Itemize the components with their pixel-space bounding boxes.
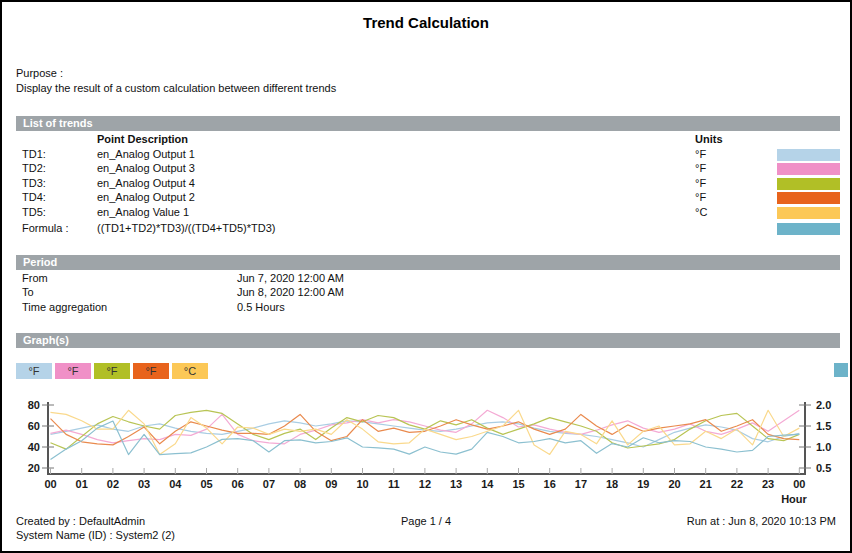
svg-text:Hour: Hour bbox=[781, 493, 807, 505]
trends-table-header: Point Description Units bbox=[2, 133, 852, 147]
svg-text:08: 08 bbox=[294, 478, 306, 490]
formula-label: Formula : bbox=[22, 222, 68, 234]
svg-text:16: 16 bbox=[544, 478, 556, 490]
trend-label: TD1: bbox=[22, 148, 46, 160]
formula-row: Formula : ((TD1+TD2)*TD3)/((TD4+TD5)*TD3… bbox=[2, 222, 852, 236]
system-name: System Name (ID) : System2 (2) bbox=[16, 528, 175, 542]
legend-item: °C bbox=[172, 363, 208, 379]
formula-expression: ((TD1+TD2)*TD3)/((TD4+TD5)*TD3) bbox=[97, 222, 275, 234]
period-value: Jun 7, 2020 12:00 AM bbox=[237, 272, 344, 284]
svg-text:05: 05 bbox=[200, 478, 212, 490]
svg-text:1.5: 1.5 bbox=[816, 420, 831, 432]
trend-color-swatch bbox=[777, 192, 840, 204]
legend-item: °F bbox=[94, 363, 130, 379]
trend-color-swatch bbox=[777, 149, 840, 161]
purpose-block: Purpose : Display the result of a custom… bbox=[16, 66, 336, 96]
svg-text:04: 04 bbox=[169, 478, 182, 490]
trend-row-td5: TD5: en_Analog Value 1 °C bbox=[2, 206, 852, 220]
trend-color-swatch bbox=[777, 163, 840, 175]
section-header-graphs: Graph(s) bbox=[16, 333, 840, 348]
period-value: 0.5 Hours bbox=[237, 301, 285, 313]
trend-description: en_Analog Output 2 bbox=[97, 191, 195, 203]
svg-text:21: 21 bbox=[700, 478, 712, 490]
period-row-from: From Jun 7, 2020 12:00 AM bbox=[2, 272, 852, 286]
period-label: To bbox=[22, 286, 34, 298]
run-at: Run at : Jun 8, 2020 10:13 PM bbox=[687, 515, 836, 527]
trend-row-td2: TD2: en_Analog Output 3 °F bbox=[2, 162, 852, 176]
svg-text:17: 17 bbox=[575, 478, 587, 490]
trend-units: °F bbox=[695, 148, 706, 160]
svg-text:19: 19 bbox=[637, 478, 649, 490]
formula-color-swatch bbox=[777, 223, 840, 235]
trend-units: °F bbox=[695, 177, 706, 189]
column-units: Units bbox=[695, 133, 723, 145]
purpose-text: Display the result of a custom calculati… bbox=[16, 81, 336, 96]
svg-text:15: 15 bbox=[512, 478, 524, 490]
svg-text:13: 13 bbox=[450, 478, 462, 490]
svg-text:20: 20 bbox=[28, 462, 40, 474]
svg-text:2.0: 2.0 bbox=[816, 399, 831, 411]
svg-text:22: 22 bbox=[731, 478, 743, 490]
period-label: Time aggregation bbox=[22, 301, 107, 313]
trend-color-swatch bbox=[777, 178, 840, 190]
chart-legend: °F °F °F °F °C bbox=[16, 363, 211, 379]
svg-text:18: 18 bbox=[606, 478, 618, 490]
formula-legend-swatch bbox=[834, 363, 848, 377]
trend-description: en_Analog Output 1 bbox=[97, 148, 195, 160]
svg-text:07: 07 bbox=[263, 478, 275, 490]
trend-description: en_Analog Output 4 bbox=[97, 177, 195, 189]
svg-text:23: 23 bbox=[762, 478, 774, 490]
svg-text:01: 01 bbox=[76, 478, 88, 490]
trend-units: °C bbox=[695, 206, 707, 218]
trend-color-swatch bbox=[777, 207, 840, 219]
trend-line-chart: 80 60 40 20 2.0 1.5 1.0 0.5 00 01 02 03 04 05 06 07 08 09… bbox=[16, 396, 840, 514]
svg-text:03: 03 bbox=[138, 478, 150, 490]
trend-label: TD5: bbox=[22, 206, 46, 218]
period-row-aggregation: Time aggregation 0.5 Hours bbox=[2, 301, 852, 315]
trend-label: TD3: bbox=[22, 177, 46, 189]
section-header-period: Period bbox=[16, 255, 840, 270]
svg-text:09: 09 bbox=[325, 478, 337, 490]
svg-text:60: 60 bbox=[28, 420, 40, 432]
svg-text:20: 20 bbox=[668, 478, 680, 490]
svg-text:00: 00 bbox=[44, 478, 56, 490]
svg-text:10: 10 bbox=[356, 478, 368, 490]
svg-text:0.5: 0.5 bbox=[816, 462, 831, 474]
column-point-description: Point Description bbox=[97, 133, 188, 145]
section-header-list-of-trends: List of trends bbox=[16, 116, 840, 131]
svg-text:80: 80 bbox=[28, 399, 40, 411]
svg-text:11: 11 bbox=[388, 478, 400, 490]
svg-text:1.0: 1.0 bbox=[816, 441, 831, 453]
legend-item: °F bbox=[16, 363, 52, 379]
trend-label: TD4: bbox=[22, 191, 46, 203]
legend-item: °F bbox=[55, 363, 91, 379]
trend-description: en_Analog Value 1 bbox=[97, 206, 189, 218]
svg-text:02: 02 bbox=[107, 478, 119, 490]
trend-units: °F bbox=[695, 162, 706, 174]
trend-description: en_Analog Output 3 bbox=[97, 162, 195, 174]
trend-label: TD2: bbox=[22, 162, 46, 174]
svg-text:14: 14 bbox=[481, 478, 494, 490]
svg-text:12: 12 bbox=[419, 478, 431, 490]
period-label: From bbox=[22, 272, 48, 284]
svg-text:40: 40 bbox=[28, 441, 40, 453]
period-value: Jun 8, 2020 12:00 AM bbox=[237, 286, 344, 298]
trend-units: °F bbox=[695, 191, 706, 203]
report-page: Trend Calculation Purpose : Display the … bbox=[0, 0, 852, 553]
purpose-label: Purpose : bbox=[16, 66, 336, 81]
trend-row-td4: TD4: en_Analog Output 2 °F bbox=[2, 191, 852, 205]
trend-row-td3: TD3: en_Analog Output 4 °F bbox=[2, 177, 852, 191]
svg-text:00: 00 bbox=[793, 478, 805, 490]
page-title: Trend Calculation bbox=[2, 14, 850, 31]
legend-item: °F bbox=[133, 363, 169, 379]
period-row-to: To Jun 8, 2020 12:00 AM bbox=[2, 286, 852, 300]
svg-text:06: 06 bbox=[232, 478, 244, 490]
trend-row-td1: TD1: en_Analog Output 1 °F bbox=[2, 148, 852, 162]
